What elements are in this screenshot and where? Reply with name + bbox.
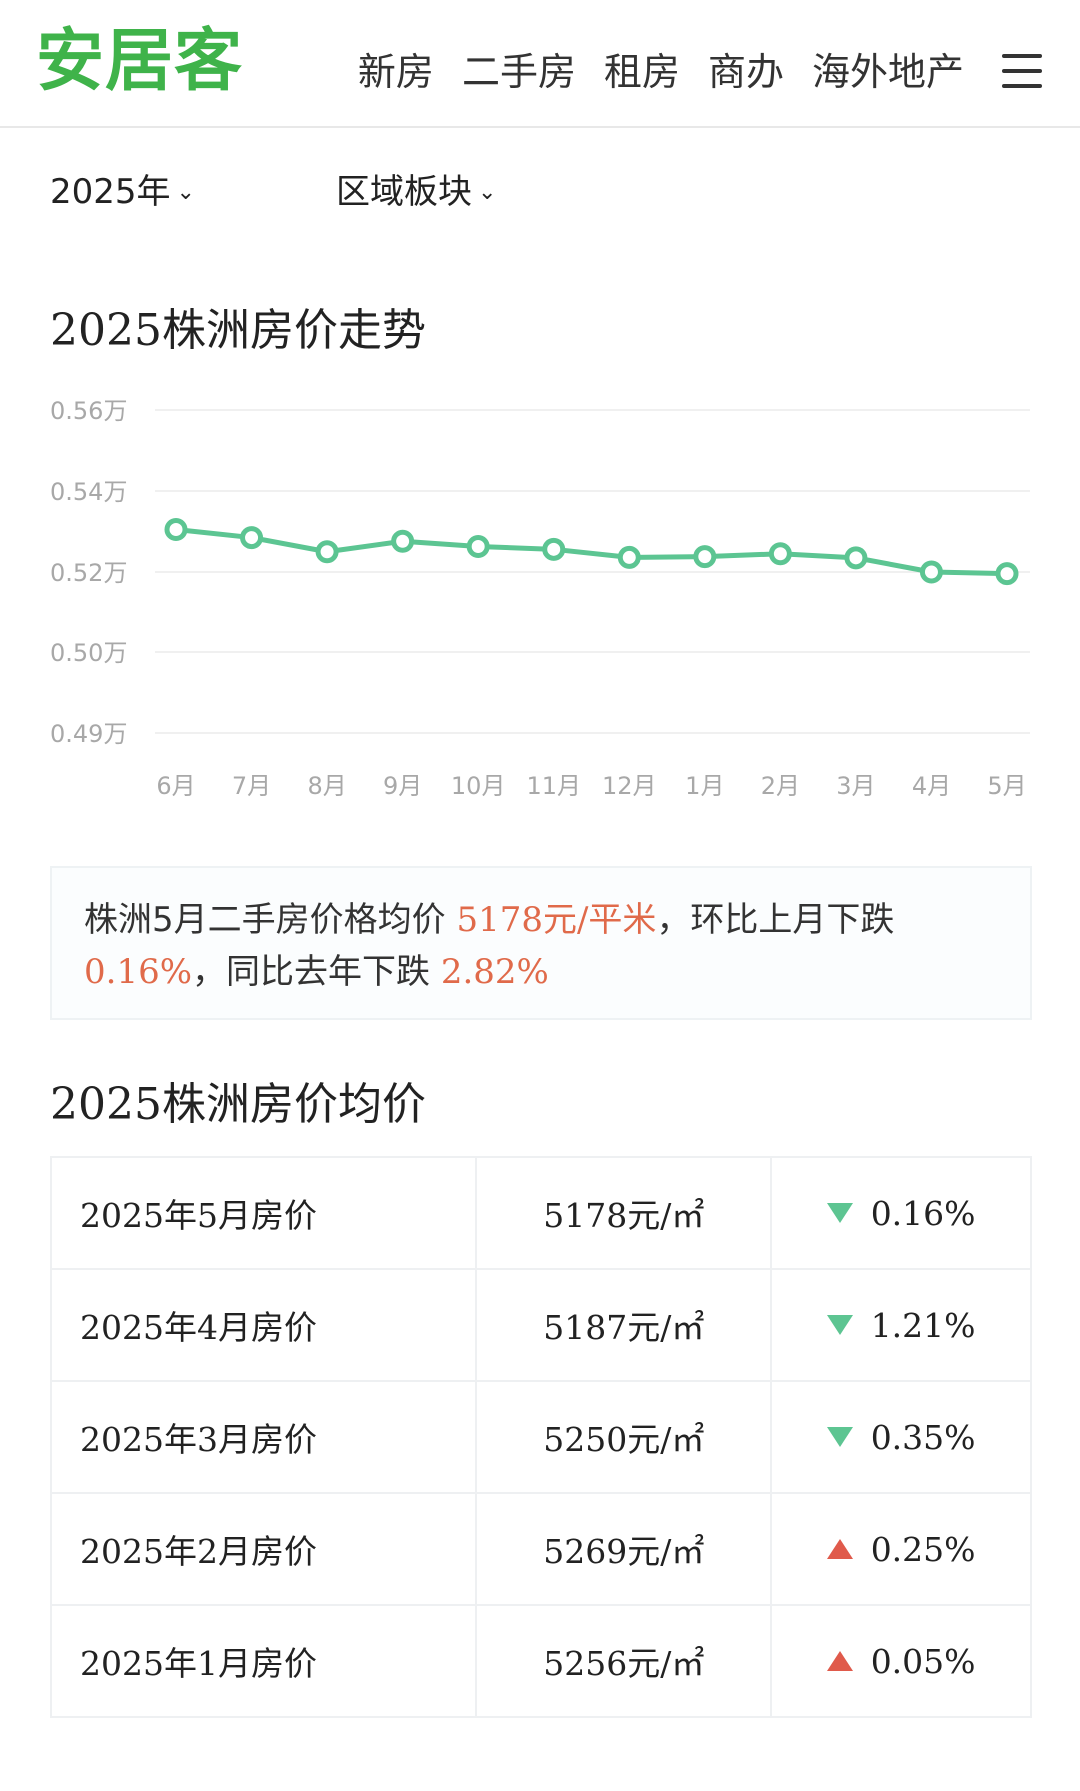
anjuke-logo[interactable]: 安居客 xyxy=(36,22,244,101)
row-change-cell: 0.35% xyxy=(770,1380,1032,1494)
nav-second-hand[interactable]: 二手房 xyxy=(461,50,576,94)
x-tick-label: 8月 xyxy=(307,772,346,800)
up-triangle-icon xyxy=(826,1538,853,1559)
region-dropdown-label: 区域板块 xyxy=(336,172,472,212)
row-change: 1.21% xyxy=(870,1305,976,1345)
row-change-cell: 0.25% xyxy=(770,1492,1032,1606)
y-tick-label: 0.52万 xyxy=(50,559,127,587)
data-point[interactable] xyxy=(617,545,641,569)
table-row: 2025年1月房价 5256元/㎡ 0.05% xyxy=(49,1604,1032,1718)
data-point[interactable] xyxy=(768,542,792,566)
data-point[interactable] xyxy=(315,540,339,564)
x-tick-label: 7月 xyxy=(232,772,271,800)
x-tick-label: 4月 xyxy=(912,772,951,800)
hamburger-menu-icon[interactable] xyxy=(1002,54,1042,88)
data-point[interactable] xyxy=(919,560,943,584)
row-change-cell: 0.05% xyxy=(770,1604,1032,1718)
y-tick-label: 0.50万 xyxy=(50,639,127,667)
row-label: 2025年4月房价 xyxy=(49,1268,478,1382)
series-line xyxy=(175,526,1008,577)
row-label: 2025年3月房价 xyxy=(49,1380,478,1494)
nav-overseas[interactable]: 海外地产 xyxy=(811,50,964,94)
x-tick-label: 9月 xyxy=(383,772,422,800)
year-dropdown[interactable]: 2025年 ⌄ xyxy=(50,162,195,223)
down-triangle-icon xyxy=(826,1426,853,1447)
chevron-down-icon: ⌄ xyxy=(478,180,497,205)
data-point[interactable] xyxy=(844,546,868,570)
data-point[interactable] xyxy=(466,534,490,558)
average-price-table: 2025年5月房价 5178元/㎡ 0.16% 2025年4月房价 5187元/㎡ 1.2… xyxy=(49,1156,1032,1718)
row-price: 5178元/㎡ xyxy=(475,1156,773,1270)
data-point[interactable] xyxy=(164,517,188,541)
data-point[interactable] xyxy=(693,545,717,569)
down-triangle-icon xyxy=(826,1202,853,1223)
summary-mom: 0.16% xyxy=(84,952,193,992)
price-trend-chart: 0.56万 0.54万 0.52万 0.50万 0.49万 6月 7月 8月 9月 10月 11月… xyxy=(50,397,1030,800)
x-tick-label: 2月 xyxy=(761,772,800,800)
row-price: 5187元/㎡ xyxy=(475,1268,773,1382)
top-nav: 新房 二手房 租房 商办 海外地产 xyxy=(358,42,964,102)
summary-text-1: 株洲5月二手房价格均价 xyxy=(84,900,457,940)
up-triangle-icon xyxy=(826,1650,853,1671)
row-price: 5269元/㎡ xyxy=(475,1492,773,1606)
year-dropdown-label: 2025年 xyxy=(50,172,171,212)
chevron-down-icon: ⌄ xyxy=(176,180,195,205)
average-title: 2025株洲房价均价 xyxy=(50,1079,426,1130)
row-label: 2025年5月房价 xyxy=(49,1156,478,1270)
nav-commercial[interactable]: 商办 xyxy=(707,50,784,94)
row-price: 5250元/㎡ xyxy=(475,1380,773,1494)
y-tick-label: 0.49万 xyxy=(50,720,127,748)
data-point[interactable] xyxy=(391,529,415,553)
x-tick-label: 1月 xyxy=(685,772,724,800)
summary-price: 5178元/平米 xyxy=(456,900,657,940)
table-row: 2025年5月房价 5178元/㎡ 0.16% xyxy=(49,1156,1032,1270)
x-tick-label: 3月 xyxy=(836,772,875,800)
table-row: 2025年4月房价 5187元/㎡ 1.21% xyxy=(49,1268,1032,1382)
row-price: 5256元/㎡ xyxy=(475,1604,773,1718)
nav-new-house[interactable]: 新房 xyxy=(357,50,434,94)
nav-rent[interactable]: 租房 xyxy=(603,50,680,94)
row-change-cell: 0.16% xyxy=(770,1156,1032,1270)
data-point[interactable] xyxy=(542,537,566,561)
row-change: 0.25% xyxy=(870,1529,976,1569)
summary-text-3: ，同比去年下跌 xyxy=(192,952,441,992)
y-tick-label: 0.54万 xyxy=(50,478,127,506)
row-label: 2025年1月房价 xyxy=(49,1604,478,1718)
table-row: 2025年2月房价 5269元/㎡ 0.25% xyxy=(49,1492,1032,1606)
down-triangle-icon xyxy=(826,1314,853,1335)
table-row: 2025年3月房价 5250元/㎡ 0.35% xyxy=(49,1380,1032,1494)
row-change: 0.16% xyxy=(870,1193,976,1233)
summary-text-2: ，环比上月下跌 xyxy=(656,900,895,940)
x-tick-label: 5月 xyxy=(987,772,1026,800)
data-point[interactable] xyxy=(240,526,264,550)
summary-yoy: 2.82% xyxy=(440,952,549,992)
region-dropdown[interactable]: 区域板块 ⌄ xyxy=(336,162,496,223)
x-tick-label: 10月 xyxy=(451,772,506,800)
x-tick-label: 6月 xyxy=(156,772,195,800)
row-change-cell: 1.21% xyxy=(770,1268,1032,1382)
top-header: 安居客 新房 二手房 租房 商办 海外地产 xyxy=(0,0,1080,128)
row-change: 0.05% xyxy=(870,1641,976,1681)
row-label: 2025年2月房价 xyxy=(49,1492,478,1606)
x-tick-label: 11月 xyxy=(526,772,581,800)
data-point[interactable] xyxy=(995,562,1019,586)
x-tick-label: 12月 xyxy=(602,772,657,800)
filter-bar: 2025年 ⌄ 区域板块 ⌄ xyxy=(50,162,1030,222)
trend-title: 2025株洲房价走势 xyxy=(50,305,426,356)
y-tick-label: 0.56万 xyxy=(50,397,127,425)
price-summary: 株洲5月二手房价格均价 5178元/平米，环比上月下跌 0.16%，同比去年下跌… xyxy=(50,866,1032,1020)
row-change: 0.35% xyxy=(870,1417,976,1457)
